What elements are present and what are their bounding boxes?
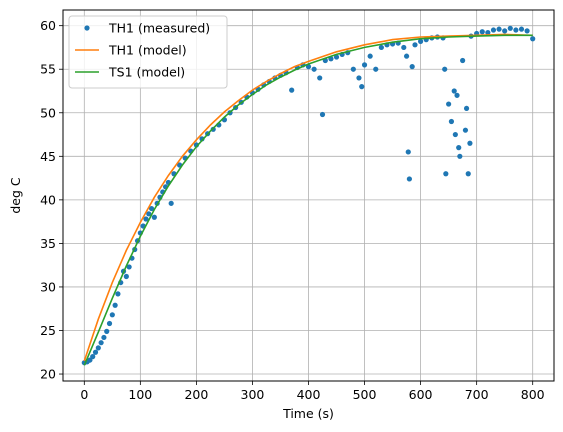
measured-point xyxy=(502,28,508,34)
measured-point xyxy=(350,66,356,72)
legend-entries: TH1 (measured) TH1 (model) TS1 (model) xyxy=(75,21,210,80)
x-tick-label: 500 xyxy=(353,387,377,402)
x-tick-label: 600 xyxy=(409,387,433,402)
measured-point xyxy=(496,26,502,32)
measured-point xyxy=(465,171,471,177)
x-tick-label: 300 xyxy=(241,387,265,402)
measured-point xyxy=(367,53,373,59)
measured-point xyxy=(456,145,462,151)
legend-label: TH1 (measured) xyxy=(108,21,210,36)
measured-point xyxy=(513,27,519,33)
y-axis-label: deg C xyxy=(8,177,23,214)
x-tick-label: 0 xyxy=(80,387,88,402)
legend-box xyxy=(68,15,228,89)
y-tick-label: 25 xyxy=(40,323,56,338)
measured-point xyxy=(401,44,407,51)
y-tick-label: 30 xyxy=(40,279,56,294)
y-tick-label: 35 xyxy=(40,236,56,251)
measured-point xyxy=(467,140,473,146)
x-tick-label: 700 xyxy=(465,387,489,402)
x-tick-label: 200 xyxy=(184,387,208,402)
y-tick-label: 45 xyxy=(40,149,56,164)
measured-point xyxy=(524,28,530,34)
legend: TH1 (measured) TH1 (model) TS1 (model) xyxy=(68,15,228,89)
measured-point xyxy=(151,214,157,220)
measured-point xyxy=(143,216,149,222)
measured-point xyxy=(403,53,410,59)
measured-point xyxy=(361,62,368,68)
y-tick-label: 50 xyxy=(40,105,56,120)
measured-point xyxy=(442,66,448,72)
measured-point xyxy=(333,54,340,60)
x-tick-label: 800 xyxy=(521,387,545,402)
measured-point xyxy=(109,312,115,318)
measured-point xyxy=(104,328,110,334)
y-tick-label: 60 xyxy=(40,18,56,33)
x-axis-label: Time (s) xyxy=(282,406,334,421)
measured-point xyxy=(98,340,104,346)
measured-point xyxy=(409,64,415,70)
legend-label: TH1 (model) xyxy=(108,43,187,58)
measured-point xyxy=(462,127,469,133)
measured-point xyxy=(490,27,497,33)
measured-point xyxy=(373,66,379,72)
legend-marker xyxy=(84,25,90,31)
legend-entry-ts1-model: TS1 (model) xyxy=(75,65,185,80)
measured-point xyxy=(446,101,452,107)
measured-point xyxy=(460,57,466,64)
measured-point xyxy=(454,92,460,98)
measured-point xyxy=(126,264,132,270)
measured-point xyxy=(168,200,174,206)
measured-point xyxy=(90,354,96,360)
y-tick-label: 20 xyxy=(40,367,56,382)
measured-point xyxy=(452,131,458,138)
measured-point xyxy=(319,111,326,118)
measured-point xyxy=(406,176,412,182)
measured-point xyxy=(378,44,384,51)
th1-model-line xyxy=(83,33,533,362)
axis-ticks: 0 100 200 300 400 500 600 700 800 20 25 30 35 40 45 50 5… xyxy=(40,18,545,402)
y-tick-label: 40 xyxy=(40,192,56,207)
measured-point xyxy=(106,320,113,327)
measured-point xyxy=(485,30,491,36)
legend-label: TS1 (model) xyxy=(108,65,185,80)
measured-point xyxy=(443,171,449,177)
measured-point xyxy=(311,66,317,72)
measured-point xyxy=(92,349,99,355)
measured-point xyxy=(451,88,457,94)
measured-point xyxy=(123,273,129,280)
measured-point xyxy=(87,357,93,363)
x-tick-label: 400 xyxy=(297,387,321,402)
measured-point xyxy=(289,87,295,93)
y-tick-label: 55 xyxy=(40,62,56,77)
measured-point xyxy=(112,302,118,308)
legend-entry-th1-model: TH1 (model) xyxy=(75,43,187,58)
measured-point xyxy=(518,26,525,32)
x-tick-label: 100 xyxy=(128,387,152,402)
measured-point xyxy=(146,211,152,217)
measured-point xyxy=(412,42,418,48)
measured-point xyxy=(115,291,121,297)
measured-point xyxy=(405,149,411,155)
ts1-model-line xyxy=(83,34,533,366)
measured-point xyxy=(101,334,107,341)
plot-area xyxy=(81,25,536,366)
measured-point xyxy=(418,38,424,44)
measured-point xyxy=(359,84,365,90)
measured-point xyxy=(148,205,155,212)
measured-point xyxy=(457,153,463,159)
measured-point xyxy=(317,75,323,81)
measured-point xyxy=(356,75,362,81)
legend-entry-th1-measured: TH1 (measured) xyxy=(84,21,210,36)
measured-point xyxy=(463,105,470,112)
measured-point xyxy=(448,118,455,125)
measured-point xyxy=(479,29,485,35)
measured-point xyxy=(95,345,101,351)
measured-point xyxy=(507,25,513,31)
measured-point xyxy=(530,36,536,42)
